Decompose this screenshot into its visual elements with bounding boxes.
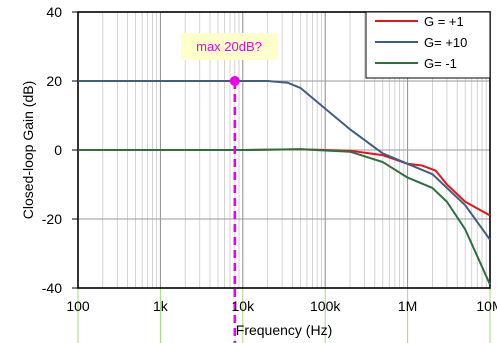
y-axis-title: Closed-loop Gain (dB) — [20, 81, 36, 220]
x-tick-label: 10M — [476, 298, 497, 314]
x-tick-label: 10k — [232, 298, 256, 314]
x-tick-label: 100k — [310, 298, 341, 314]
annotation: max 20dB? — [181, 33, 278, 343]
annotation-box — [181, 33, 278, 60]
y-tick-label: -20 — [42, 211, 62, 227]
annotation-point — [229, 76, 240, 86]
x-tick-label: 1M — [398, 298, 417, 314]
x-axis-title: Frequency (Hz) — [236, 322, 332, 338]
annotation-label: max 20dB? — [196, 39, 262, 54]
x-tick-label: 100 — [66, 298, 90, 314]
y-tick-label: 40 — [46, 4, 62, 20]
below-axis-ticks — [77, 288, 491, 343]
legend-label: G= -1 — [424, 56, 457, 71]
y-tick-label: 0 — [54, 142, 62, 158]
series-lines — [78, 80, 491, 285]
series-line — [78, 80, 491, 241]
legend-label: G= +10 — [424, 35, 467, 50]
legend-box — [365, 11, 491, 79]
x-tick-label: 1k — [153, 298, 169, 314]
y-tick-label: -40 — [42, 280, 62, 296]
series-line — [78, 148, 491, 285]
legend: G = +1 G= +10 G= -1 — [365, 11, 491, 79]
y-tick-label: 20 — [46, 73, 62, 89]
legend-label: G = +1 — [424, 14, 464, 29]
